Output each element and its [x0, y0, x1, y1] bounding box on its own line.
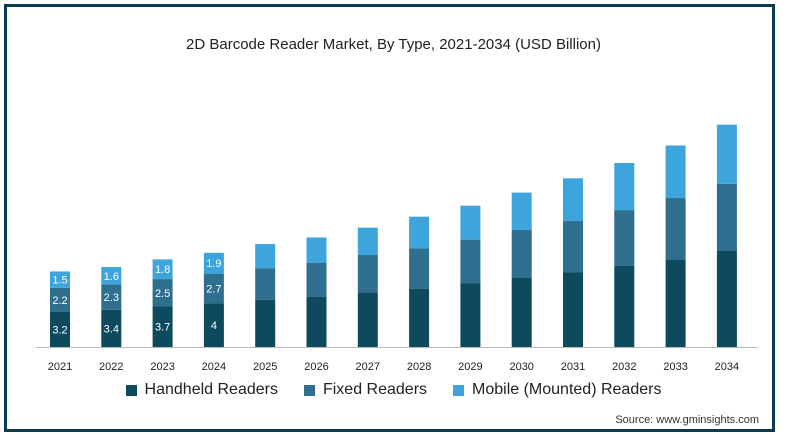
- data-label-fixed-readers-2021: 2.2: [52, 295, 67, 307]
- legend-swatch-handheld: [125, 384, 137, 396]
- bar-segment-fixed-readers-2025: [255, 268, 276, 300]
- bar-segment-mobile-mounted-readers-2028: [409, 216, 430, 249]
- x-tick-label-2021: 2021: [48, 361, 72, 373]
- bar-segment-fixed-readers-2030: [511, 229, 532, 278]
- bar-segment-mobile-mounted-readers-2025: [255, 244, 276, 269]
- bar-segment-mobile-mounted-readers-2032: [614, 163, 635, 211]
- bar-segment-fixed-readers-2021: [50, 287, 70, 312]
- x-tick-label-2032: 2032: [612, 361, 636, 373]
- x-tick-label-2030: 2030: [509, 361, 533, 373]
- data-label-mobile-mounted-readers-2023: 1.8: [155, 264, 170, 276]
- bar-segment-mobile-mounted-readers-2021: [50, 271, 70, 288]
- bar-segment-handheld-readers-2021: [50, 311, 70, 347]
- x-tick-label-2022: 2022: [99, 361, 123, 373]
- bar-segment-fixed-readers-2027: [357, 255, 378, 293]
- chart-title: 2D Barcode Reader Market, By Type, 2021-…: [186, 36, 601, 53]
- bar-segment-mobile-mounted-readers-2030: [511, 192, 532, 230]
- data-label-mobile-mounted-readers-2024: 1.9: [206, 258, 221, 270]
- data-label-handheld-readers-2024: 4: [211, 320, 217, 332]
- legend-label-handheld: Handheld Readers: [144, 381, 278, 398]
- bar-segment-handheld-readers-2032: [614, 265, 635, 347]
- bar-segment-handheld-readers-2029: [460, 283, 481, 347]
- x-tick-label-2034: 2034: [715, 361, 739, 373]
- x-tick-label-2024: 2024: [202, 361, 226, 373]
- bar-segment-mobile-mounted-readers-2033: [665, 145, 686, 199]
- data-label-mobile-mounted-readers-2021: 1.5: [52, 275, 67, 287]
- data-label-fixed-readers-2023: 2.5: [155, 288, 170, 300]
- bar-segment-fixed-readers-2023: [152, 279, 173, 307]
- x-tick-label-2031: 2031: [561, 361, 585, 373]
- bar-segment-handheld-readers-2027: [357, 292, 378, 347]
- bar-segment-handheld-readers-2022: [101, 309, 122, 347]
- data-label-handheld-readers-2023: 3.7: [155, 322, 170, 334]
- bar-segment-handheld-readers-2034: [716, 250, 737, 347]
- bar-segment-mobile-mounted-readers-2022: [101, 267, 122, 285]
- legend-label-mobile: Mobile (Mounted) Readers: [472, 381, 662, 398]
- bar-segment-fixed-readers-2026: [306, 262, 327, 297]
- bar-segment-fixed-readers-2028: [409, 248, 430, 289]
- x-tick-label-2029: 2029: [458, 361, 482, 373]
- x-tick-label-2025: 2025: [253, 361, 277, 373]
- x-tick-label-2033: 2033: [663, 361, 687, 373]
- bar-segment-mobile-mounted-readers-2026: [306, 237, 327, 263]
- bar-segment-handheld-readers-2031: [563, 272, 583, 347]
- bar-segment-handheld-readers-2033: [665, 259, 686, 347]
- bar-segment-fixed-readers-2022: [101, 284, 122, 310]
- bar-segment-mobile-mounted-readers-2029: [460, 205, 481, 240]
- bar-segment-fixed-readers-2029: [460, 239, 481, 284]
- data-label-handheld-readers-2022: 3.4: [104, 323, 119, 335]
- bar-segment-mobile-mounted-readers-2027: [357, 227, 378, 255]
- data-label-fixed-readers-2024: 2.7: [206, 283, 221, 295]
- bar-segment-fixed-readers-2033: [665, 198, 686, 260]
- bar-segment-mobile-mounted-readers-2023: [152, 259, 173, 280]
- bar-segment-handheld-readers-2023: [152, 306, 173, 347]
- bar-segment-fixed-readers-2032: [614, 210, 635, 266]
- chart-legend: Handheld Readers Fixed Readers Mobile (M…: [0, 381, 787, 399]
- source-note: Source: www.gminsights.com: [615, 414, 759, 426]
- bar-segment-handheld-readers-2030: [511, 278, 532, 347]
- legend-swatch-mobile: [453, 384, 465, 396]
- bar-segment-handheld-readers-2026: [306, 296, 327, 347]
- bar-segment-mobile-mounted-readers-2024: [203, 252, 224, 274]
- data-label-mobile-mounted-readers-2022: 1.6: [104, 271, 119, 283]
- x-tick-label-2027: 2027: [356, 361, 380, 373]
- bar-segment-fixed-readers-2034: [716, 183, 737, 251]
- bar-segment-mobile-mounted-readers-2034: [716, 124, 737, 184]
- bar-segment-handheld-readers-2024: [203, 303, 224, 347]
- legend-item-handheld: Handheld Readers: [125, 381, 278, 399]
- bar-segment-handheld-readers-2025: [255, 299, 276, 347]
- bar-segment-mobile-mounted-readers-2031: [563, 178, 583, 222]
- x-tick-label-2028: 2028: [407, 361, 431, 373]
- bar-segment-handheld-readers-2028: [409, 288, 430, 347]
- x-tick-label-2026: 2026: [304, 361, 328, 373]
- legend-label-fixed: Fixed Readers: [322, 381, 428, 398]
- data-label-handheld-readers-2021: 3.2: [52, 324, 67, 336]
- legend-swatch-fixed: [303, 384, 315, 396]
- legend-item-mobile: Mobile (Mounted) Readers: [453, 381, 661, 399]
- bar-segment-fixed-readers-2024: [203, 273, 224, 304]
- data-label-fixed-readers-2022: 2.3: [104, 292, 119, 304]
- legend-item-fixed: Fixed Readers: [303, 381, 428, 399]
- chart-frame: [4, 4, 775, 432]
- bar-segment-fixed-readers-2031: [563, 221, 583, 273]
- x-tick-label-2023: 2023: [150, 361, 174, 373]
